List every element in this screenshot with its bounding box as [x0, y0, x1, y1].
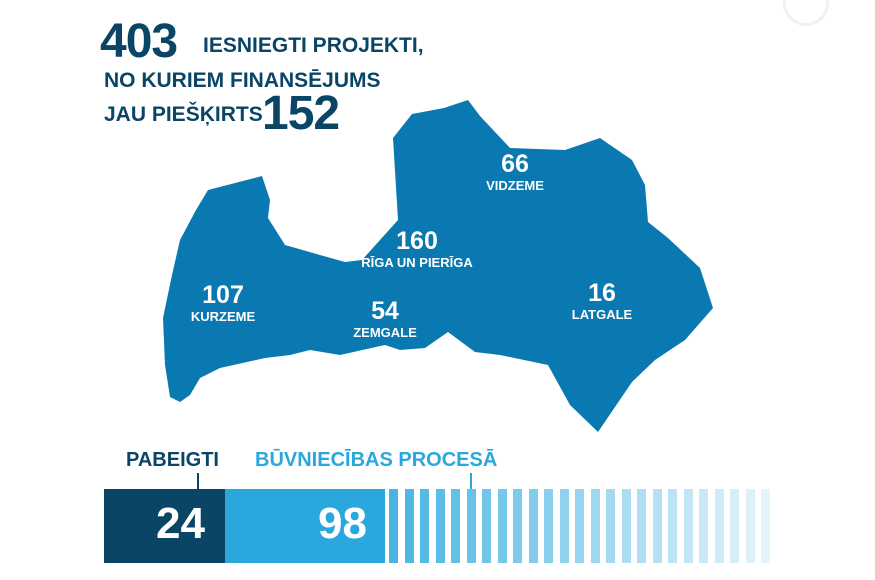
- in-progress-tick: [470, 473, 472, 489]
- progress-stripe: [513, 489, 522, 563]
- submitted-count: 403: [100, 15, 178, 68]
- progress-stripe: [389, 489, 398, 563]
- submitted-line-1: IESNIEGTI PROJEKTI,: [203, 34, 424, 57]
- progress-stripe: [637, 489, 646, 563]
- progress-stripe: [761, 489, 770, 563]
- progress-stripe: [435, 489, 445, 563]
- region-vidzeme: 66 VIDZEME: [465, 150, 565, 193]
- progress-stripe: [451, 489, 460, 563]
- submitted-line-2: NO KURIEM FINANSĒJUMS: [104, 69, 381, 92]
- progress-stripe: [652, 489, 662, 563]
- progress-stripe: [730, 489, 739, 563]
- progress-stripe: [544, 489, 553, 563]
- completed-tick: [197, 473, 199, 489]
- region-zemgale-name: ZEMGALE: [353, 325, 417, 340]
- region-vidzeme-value: 66: [501, 150, 529, 178]
- region-vidzeme-name: VIDZEME: [486, 178, 544, 193]
- progress-stripe: [466, 489, 476, 563]
- region-latgale-value: 16: [588, 279, 616, 307]
- progress-stripe: [420, 489, 429, 563]
- progress-stripe: [683, 489, 693, 563]
- progress-stripe: [559, 489, 569, 563]
- progress-stripe: [482, 489, 491, 563]
- progress-stripe: [528, 489, 538, 563]
- in-progress-value: 98: [318, 499, 367, 548]
- progress-stripe: [714, 489, 724, 563]
- in-progress-bar: [225, 489, 385, 563]
- progress-stripe: [497, 489, 507, 563]
- region-riga-name: RĪGA UN PIERĪGA: [361, 255, 473, 270]
- progress-stripe: [606, 489, 615, 563]
- region-kurzeme-name: KURZEME: [190, 309, 256, 324]
- region-zemgale-value: 54: [371, 297, 399, 325]
- region-kurzeme: 107 KURZEME: [173, 281, 273, 324]
- completed-value: 24: [156, 499, 205, 548]
- progress-stripe: [621, 489, 631, 563]
- region-riga-value: 160: [396, 227, 438, 255]
- progress-stripe: [404, 489, 414, 563]
- progress-stripe: [745, 489, 755, 563]
- completed-label: PABEIGTI: [126, 449, 219, 471]
- in-progress-label: BŪVNIECĪBAS PROCESĀ: [255, 449, 498, 471]
- progress-stripe: [699, 489, 708, 563]
- funded-count: 152: [262, 87, 340, 140]
- region-kurzeme-value: 107: [202, 281, 244, 309]
- progress-stripe: [575, 489, 584, 563]
- region-riga: 160 RĪGA UN PIERĪGA: [352, 227, 482, 270]
- region-zemgale: 54 ZEMGALE: [335, 297, 435, 340]
- region-latgale-name: LATGALE: [571, 307, 633, 322]
- region-latgale: 16 LATGALE: [552, 279, 652, 322]
- progress-stripe: [590, 489, 600, 563]
- progress-stripe: [668, 489, 677, 563]
- latvia-map-shape: [163, 100, 713, 432]
- funded-label: JAU PIEŠĶIRTS: [104, 103, 263, 126]
- completed-bar: [104, 489, 225, 563]
